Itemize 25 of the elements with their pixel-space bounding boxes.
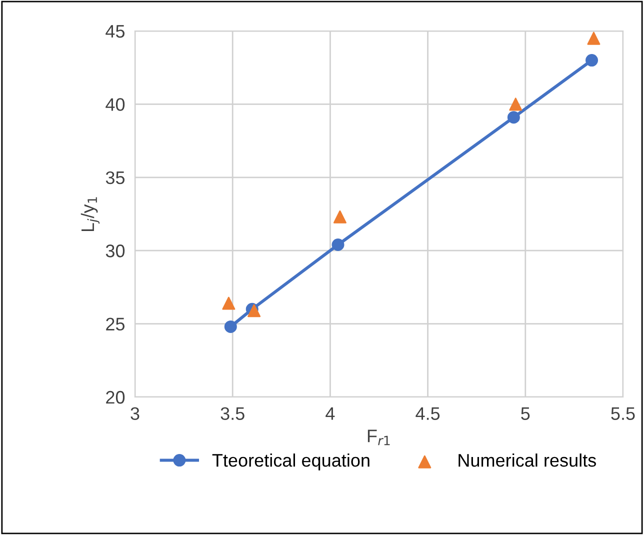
legend-label: Numerical results [458,454,596,467]
point [586,54,598,67]
x-tick-label: 3.5 [220,407,244,420]
point [224,320,237,333]
x-tick-label: 3 [130,407,140,420]
point [507,111,520,124]
point [332,238,344,251]
y-tick-label: 40 [106,98,125,111]
x-tick-label: 5 [521,407,530,420]
x-tick-label: 5.5 [611,407,635,420]
x-axis-title: F$_{r1}$ [368,430,390,446]
y-tick-label: 20 [106,390,125,404]
x-tick-label: 4.5 [416,407,440,420]
y-tick-label: 35 [106,171,125,184]
point [587,32,600,45]
point [333,210,346,224]
y-tick-label: 30 [106,244,125,258]
y-tick-label: 45 [106,25,125,38]
point [222,296,236,310]
point [509,98,522,111]
x-tick-label: 4 [326,407,335,420]
legend-label: Tteoretical equation [212,454,370,470]
y-tick-label: 25 [106,318,125,331]
y-axis-title: L$_{j}$/y$_{1}$ [80,197,100,232]
point [248,304,261,318]
